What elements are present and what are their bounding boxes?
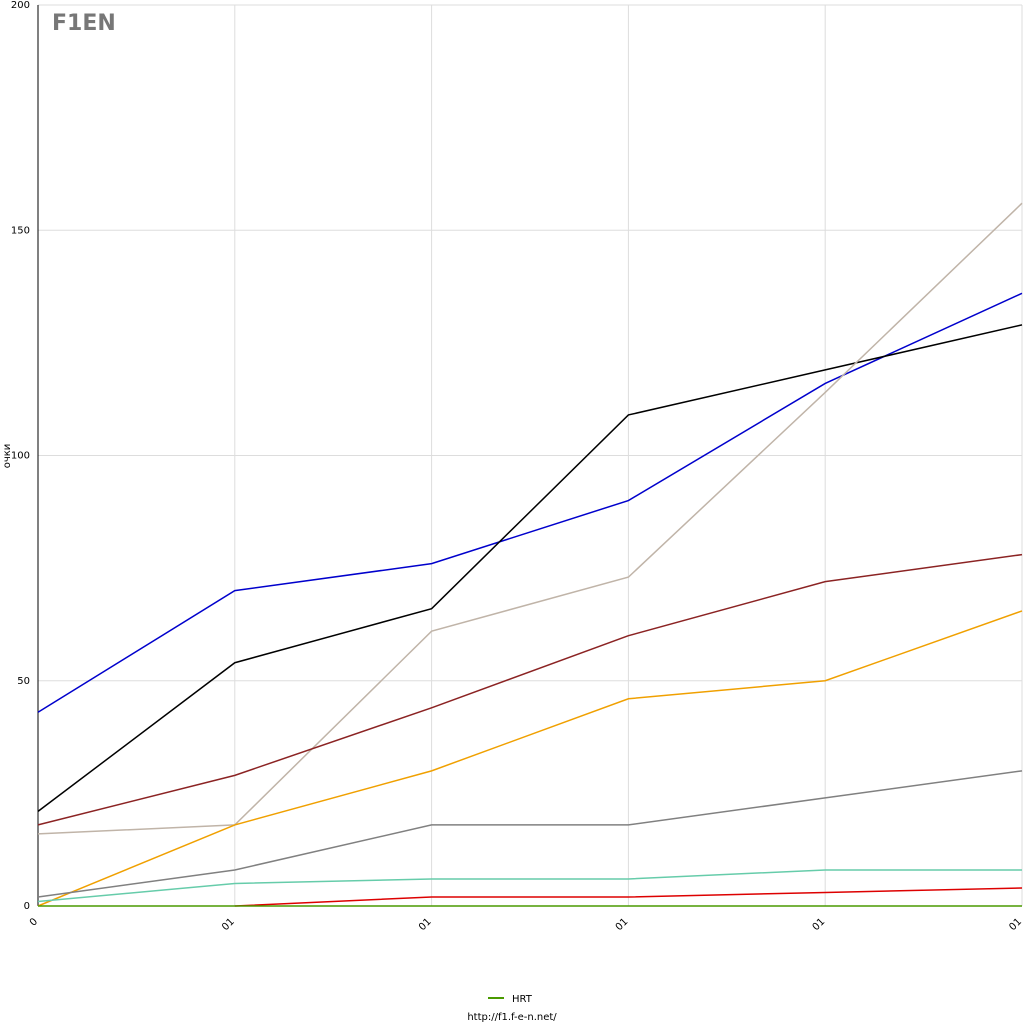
y-tick-label: 0 (24, 901, 30, 912)
logo: F1EN (52, 11, 116, 36)
series-line (37, 610, 1023, 907)
footer: http://f1.f-e-n.net/ (467, 1012, 557, 1023)
x-tick-label: 01 (614, 916, 631, 933)
series-line (234, 887, 1023, 907)
series-line (37, 869, 1022, 903)
y-tick-label: 50 (17, 676, 30, 687)
series-line (37, 770, 1023, 898)
series-line (37, 324, 1023, 812)
y-tick-label: 100 (11, 451, 30, 462)
x-tick-label: 01 (220, 916, 237, 933)
x-tick-label: 01 (1007, 916, 1024, 933)
x-tick-label: 01 (811, 916, 828, 933)
series-line (37, 553, 1023, 826)
y-axis-label: очки (2, 444, 13, 469)
series-line (37, 202, 1023, 835)
x-tick-label: 0 (28, 916, 40, 928)
legend-label: HRT (512, 994, 533, 1005)
y-tick-label: 200 (11, 0, 30, 11)
x-tick-label: 01 (417, 916, 434, 933)
y-tick-label: 150 (11, 225, 30, 236)
series-line (37, 292, 1023, 713)
